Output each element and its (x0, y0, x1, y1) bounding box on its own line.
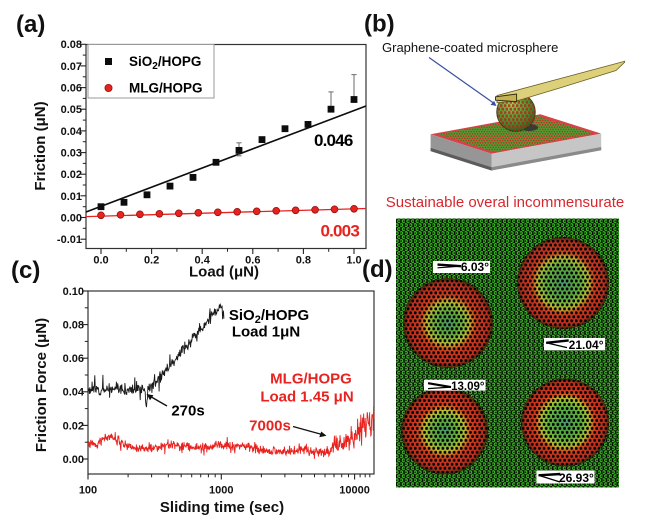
svg-text:0.00: 0.00 (63, 454, 84, 466)
svg-text:0.4: 0.4 (195, 255, 211, 267)
svg-text:-0.01: -0.01 (57, 234, 82, 246)
svg-text:0.8: 0.8 (296, 255, 311, 267)
svg-text:(d): (d) (362, 256, 393, 283)
svg-text:6.03°: 6.03° (461, 260, 489, 274)
svg-text:100: 100 (79, 485, 97, 497)
svg-text:0.00: 0.00 (61, 212, 82, 224)
svg-text:270s: 270s (171, 403, 204, 420)
svg-text:0.01: 0.01 (61, 191, 82, 203)
svg-text:Sliding time (sec): Sliding time (sec) (160, 499, 284, 516)
svg-text:26.93°: 26.93° (559, 471, 594, 485)
svg-text:Friction (μN): Friction (μN) (32, 101, 49, 190)
svg-text:0.02: 0.02 (61, 169, 82, 181)
svg-text:(c): (c) (11, 257, 40, 284)
svg-text:Sustainable overal incommensur: Sustainable overal incommensurate (386, 194, 624, 211)
svg-text:0.046: 0.046 (314, 131, 353, 150)
svg-text:1.0: 1.0 (346, 255, 361, 267)
svg-text:21.04°: 21.04° (569, 338, 604, 352)
svg-text:13.09°: 13.09° (451, 381, 485, 393)
svg-text:Load (μN): Load (μN) (189, 264, 259, 281)
svg-text:0.08: 0.08 (63, 320, 84, 332)
svg-text:0.04: 0.04 (63, 387, 85, 399)
svg-text:Graphene-coated microsphere: Graphene-coated microsphere (382, 40, 558, 55)
svg-text:0.02: 0.02 (63, 420, 84, 432)
svg-text:(b): (b) (364, 11, 395, 38)
svg-text:10000: 10000 (339, 485, 370, 497)
svg-text:0.04: 0.04 (61, 126, 83, 138)
svg-text:0.07: 0.07 (61, 61, 82, 73)
svg-text:0.03: 0.03 (61, 148, 82, 160)
svg-text:Load 1.45 μN: Load 1.45 μN (260, 389, 353, 406)
svg-text:Friction Force (μN): Friction Force (μN) (33, 318, 50, 452)
svg-text:(a): (a) (16, 11, 45, 38)
svg-text:0.10: 0.10 (63, 286, 84, 298)
svg-text:0.05: 0.05 (61, 104, 82, 116)
svg-text:SiO2/HOPG: SiO2/HOPG (129, 54, 201, 72)
svg-text:0.003: 0.003 (320, 222, 359, 241)
svg-text:MLG/HOPG: MLG/HOPG (270, 371, 352, 388)
svg-text:SiO2/HOPG: SiO2/HOPG (229, 307, 309, 326)
svg-text:1000: 1000 (209, 485, 233, 497)
svg-text:0.06: 0.06 (63, 353, 84, 365)
svg-text:7000s: 7000s (249, 418, 291, 435)
svg-text:0.08: 0.08 (61, 39, 82, 51)
svg-text:0.2: 0.2 (144, 255, 159, 267)
svg-text:0.06: 0.06 (61, 83, 82, 95)
svg-text:Load 1μN: Load 1μN (232, 324, 300, 341)
svg-text:MLG/HOPG: MLG/HOPG (129, 81, 203, 96)
svg-text:0.0: 0.0 (93, 255, 108, 267)
svg-text:0.6: 0.6 (245, 255, 260, 267)
